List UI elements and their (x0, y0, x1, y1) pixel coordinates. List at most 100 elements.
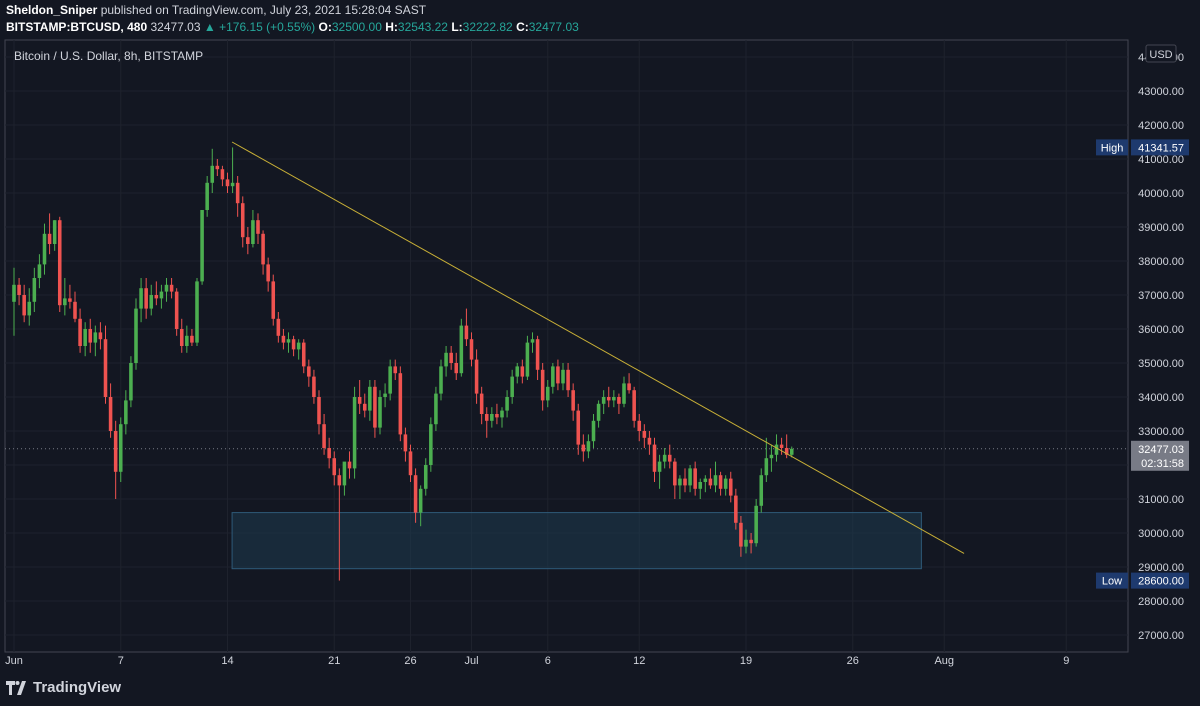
candle-body[interactable] (561, 369, 565, 384)
candle-body[interactable] (423, 465, 428, 489)
candle-body[interactable] (154, 295, 159, 299)
candle-body[interactable] (622, 383, 626, 404)
candle-body[interactable] (220, 169, 225, 180)
candle-body[interactable] (627, 383, 631, 391)
candle-body[interactable] (179, 329, 184, 346)
candle-body[interactable] (134, 308, 138, 363)
candle-body[interactable] (434, 393, 438, 425)
candle-body[interactable] (408, 451, 413, 476)
footer-brand[interactable]: TradingView (6, 679, 121, 696)
candle-body[interactable] (657, 461, 662, 472)
candle-body[interactable] (93, 332, 98, 343)
candle-body[interactable] (398, 373, 403, 435)
candle-body[interactable] (754, 505, 758, 544)
currency-badge[interactable] (1145, 44, 1177, 63)
candle-body[interactable] (307, 366, 311, 377)
candle-body[interactable] (769, 454, 774, 459)
candle-body[interactable] (632, 390, 636, 421)
candle-body[interactable] (540, 369, 545, 401)
candle-body[interactable] (108, 397, 113, 431)
candle-body[interactable] (27, 301, 32, 316)
candle-body[interactable] (784, 448, 789, 455)
candle-body[interactable] (281, 335, 286, 343)
candle-body[interactable] (449, 352, 453, 363)
candle-body[interactable] (759, 475, 764, 506)
candle-body[interactable] (530, 339, 535, 343)
candle-body[interactable] (185, 335, 189, 346)
candle-body[interactable] (22, 295, 26, 316)
candle-body[interactable] (718, 475, 723, 489)
candle-body[interactable] (439, 366, 443, 394)
candle-body[interactable] (576, 410, 581, 445)
candle-body[interactable] (388, 366, 392, 394)
candle-body[interactable] (357, 397, 362, 404)
candle-body[interactable] (642, 431, 647, 438)
candle-body[interactable] (98, 332, 103, 340)
candle-body[interactable] (190, 335, 194, 343)
candle-body[interactable] (215, 165, 220, 170)
candle-body[interactable] (47, 233, 52, 244)
candle-body[interactable] (368, 386, 372, 411)
candle-body[interactable] (728, 478, 733, 496)
candle-body[interactable] (373, 386, 377, 428)
candle-body[interactable] (429, 424, 433, 465)
candle-body[interactable] (103, 339, 108, 397)
candle-body[interactable] (520, 366, 525, 377)
candle-body[interactable] (505, 397, 509, 411)
candle-body[interactable] (352, 397, 357, 469)
candle-body[interactable] (571, 390, 575, 411)
candle-body[interactable] (301, 342, 306, 367)
candle-body[interactable] (57, 220, 62, 306)
candle-body[interactable] (42, 233, 47, 265)
candle-body[interactable] (413, 475, 418, 513)
author-name[interactable]: Sheldon_Sniper (6, 3, 98, 17)
candle-body[interactable] (342, 461, 347, 486)
candle-body[interactable] (744, 539, 748, 547)
candle-body[interactable] (362, 403, 367, 411)
candle-body[interactable] (266, 264, 270, 282)
candle-body[interactable] (545, 386, 550, 401)
candle-body[interactable] (647, 437, 652, 445)
candle-body[interactable] (347, 461, 352, 469)
candle-body[interactable] (113, 431, 118, 472)
candle-body[interactable] (596, 403, 601, 421)
candle-body[interactable] (88, 329, 93, 343)
candle-body[interactable] (246, 237, 250, 244)
candle-body[interactable] (495, 414, 499, 418)
candle-body[interactable] (164, 284, 169, 292)
candle-body[interactable] (296, 342, 301, 350)
candle-body[interactable] (210, 165, 215, 183)
candle-body[interactable] (418, 488, 423, 513)
candle-body[interactable] (403, 434, 408, 452)
candle-body[interactable] (667, 454, 672, 462)
candle-body[interactable] (739, 522, 743, 547)
candle-body[interactable] (688, 468, 692, 486)
candle-body[interactable] (256, 220, 260, 234)
candle-body[interactable] (144, 288, 148, 309)
candle-body[interactable] (673, 461, 677, 486)
candle-body[interactable] (251, 220, 255, 244)
candle-body[interactable] (169, 284, 174, 292)
candle-body[interactable] (317, 397, 321, 425)
candle-body[interactable] (612, 397, 616, 401)
candle-body[interactable] (240, 203, 245, 238)
candle-body[interactable] (723, 478, 728, 489)
candle-body[interactable] (393, 366, 398, 374)
candle-body[interactable] (662, 454, 667, 462)
candle-body[interactable] (454, 363, 459, 374)
candle-body[interactable] (637, 420, 642, 431)
candle-body[interactable] (73, 301, 77, 319)
trendline[interactable] (231, 141, 965, 554)
candle-body[interactable] (312, 376, 316, 397)
candle-body[interactable] (291, 339, 296, 350)
candle-body[interactable] (37, 264, 42, 278)
candle-body[interactable] (601, 397, 606, 404)
candle-body[interactable] (779, 444, 784, 448)
candle-body[interactable] (703, 478, 708, 482)
candle-body[interactable] (749, 539, 753, 544)
candle-body[interactable] (708, 478, 713, 486)
candle-body[interactable] (581, 444, 586, 452)
candle-body[interactable] (693, 468, 697, 489)
candle-body[interactable] (764, 458, 769, 476)
candle-body[interactable] (322, 424, 326, 448)
